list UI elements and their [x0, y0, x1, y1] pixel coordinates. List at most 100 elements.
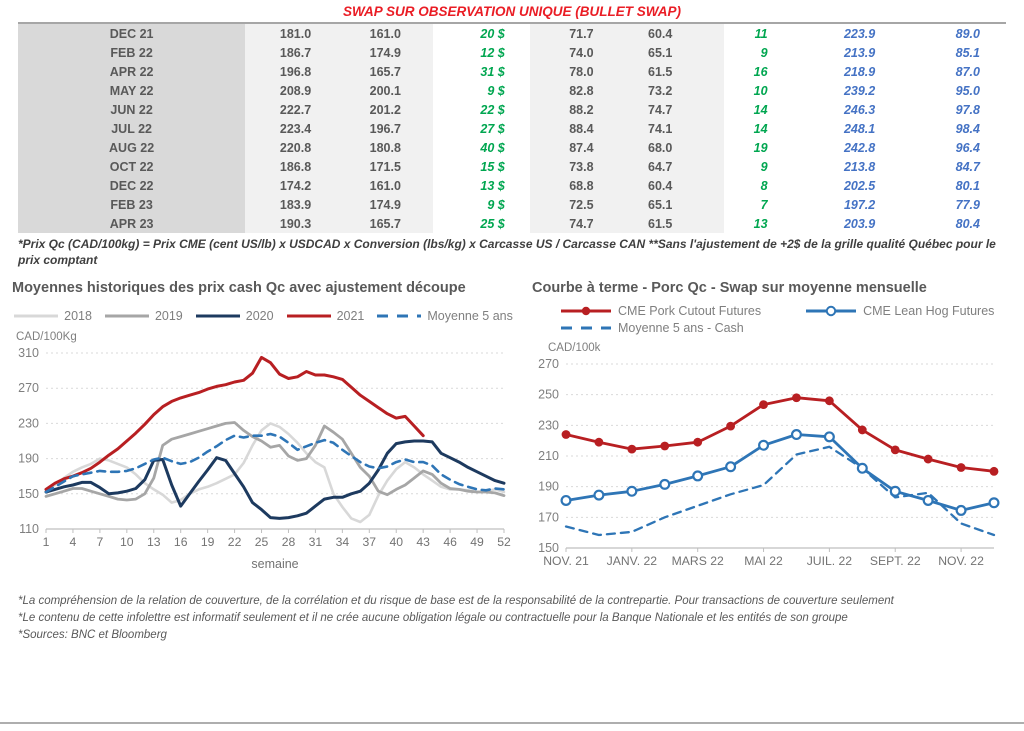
value-cell: 10 [724, 81, 790, 100]
value-cell: 65.1 [629, 195, 725, 214]
legend-label: CME Lean Hog Futures [863, 304, 995, 319]
historical-prices-chart-block: Moyennes historiques des prix cash Qc av… [10, 280, 516, 587]
value-cell: 196.7 [333, 119, 433, 138]
data-point-marker [627, 444, 637, 454]
footnote-hedging: *La compréhension de la relation de couv… [18, 595, 894, 608]
legend-row: CME Pork Cutout Futures CME Lean Hog Futu… [560, 304, 994, 318]
value-cell: 161.0 [333, 23, 433, 43]
table-row: FEB 22 186.7 174.9 12 $74.0 65.1 9 213.9 85.1 [18, 43, 1006, 62]
value-cell: 96.4 [899, 138, 1006, 157]
data-point-marker [922, 495, 934, 507]
value-cell: 8 [724, 176, 790, 195]
value-cell: 7 [724, 195, 790, 214]
value-cell: 9 $ [432, 81, 530, 100]
line-swatch-icon [561, 306, 611, 316]
data-point-marker [856, 462, 868, 474]
svg-text:40: 40 [389, 535, 403, 549]
svg-text:270: 270 [18, 381, 39, 395]
svg-text:10: 10 [120, 535, 134, 549]
data-point-marker [988, 497, 1000, 509]
svg-text:16: 16 [174, 535, 188, 549]
value-cell: 181.0 [245, 23, 334, 43]
historical-prices-chart: 110 150 190 230 270 310 1 4 7 10 13 16 19 22 25 28 31 34 3… [18, 346, 511, 571]
data-point-marker [889, 485, 901, 497]
value-cell: 98.4 [899, 119, 1006, 138]
value-cell: 74.1 [629, 119, 725, 138]
table-row: FEB 23 183.9 174.9 9 $72.5 65.1 7 197.2 77.9 [18, 195, 1006, 214]
value-cell: 202.5 [789, 176, 900, 195]
data-point-marker [792, 393, 801, 403]
value-cell: 174.9 [333, 43, 433, 62]
legend-label: Moyenne 5 ans - Cash [618, 321, 744, 336]
value-cell: 165.7 [333, 214, 433, 233]
legend-item: Moyenne 5 ans - Cash [560, 321, 744, 335]
value-cell: 14 [724, 119, 790, 138]
svg-text:37: 37 [363, 535, 377, 549]
data-point-marker [956, 463, 966, 473]
forward-chart-title: Courbe à terme - Porc Qc - Swap sur moye… [532, 280, 927, 297]
data-point-marker [692, 470, 704, 482]
value-cell: 174.2 [245, 176, 334, 195]
value-cell: 16 [724, 62, 790, 81]
legend-item: Moyenne 5 ans [376, 309, 513, 323]
value-cell: 61.5 [629, 62, 725, 81]
legend-label: 2020 [245, 309, 274, 324]
svg-text:28: 28 [282, 535, 296, 549]
value-cell: 77.9 [899, 195, 1006, 214]
svg-text:190: 190 [18, 452, 39, 466]
value-cell: 84.7 [899, 157, 1006, 176]
value-cell: 201.2 [333, 100, 433, 119]
series-moyenne-5-ans-cash [564, 445, 996, 537]
dashed-line-swatch-icon [377, 314, 422, 318]
value-cell: 89.0 [899, 23, 1006, 43]
svg-text:310: 310 [18, 346, 39, 360]
value-cell: 9 [724, 157, 790, 176]
line-swatch-icon [286, 314, 331, 318]
value-cell: 88.2 [529, 100, 630, 119]
footnote-sources: *Sources: BNC et Bloomberg [18, 628, 167, 641]
legend-label: CME Pork Cutout Futures [618, 304, 762, 319]
value-cell: 9 [724, 43, 790, 62]
value-cell: 222.7 [245, 100, 334, 119]
value-cell: 196.8 [245, 62, 334, 81]
svg-text:1: 1 [43, 535, 50, 549]
value-cell: 88.4 [529, 119, 630, 138]
legend-label: 2018 [64, 309, 92, 324]
data-point-marker [659, 479, 671, 491]
svg-text:NOV. 21: NOV. 21 [543, 554, 589, 568]
value-cell: 95.0 [899, 81, 1006, 100]
svg-text:25: 25 [255, 535, 269, 549]
month-cell: APR 23 [18, 214, 246, 233]
data-point-marker [561, 430, 571, 440]
value-cell: 246.3 [789, 100, 900, 119]
month-cell: JUL 22 [18, 119, 246, 138]
series-2018 [44, 422, 506, 524]
month-cell: AUG 22 [18, 138, 246, 157]
forward-chart-y-unit: CAD/100k [548, 342, 601, 355]
disclaimer-footnotes: *La compréhension de la relation de couv… [18, 593, 1006, 643]
value-cell: 242.8 [789, 138, 900, 157]
svg-text:31: 31 [309, 535, 323, 549]
legend-item: 2019 [104, 309, 183, 323]
data-point-marker [593, 489, 605, 501]
value-cell: 14 [724, 100, 790, 119]
value-cell: 171.5 [333, 157, 433, 176]
value-cell: 80.1 [899, 176, 1006, 195]
legend-item: 2018 [13, 309, 92, 323]
svg-text:46: 46 [443, 535, 457, 549]
table-row: APR 23 190.3 165.7 25 $74.7 61.5 13 203.9 80.4 [18, 214, 1006, 233]
footnote-legal: *Le contenu de cette infolettre est info… [18, 611, 848, 624]
value-cell: 19 [724, 138, 790, 157]
month-cell: JUN 22 [18, 100, 246, 119]
value-cell: 68.8 [529, 176, 630, 195]
svg-text:13: 13 [147, 535, 161, 549]
value-cell: 87.4 [529, 138, 630, 157]
svg-text:4: 4 [70, 535, 77, 549]
value-cell: 73.2 [629, 81, 725, 100]
svg-text:230: 230 [538, 419, 559, 433]
data-point-marker [759, 400, 768, 410]
value-cell: 186.7 [245, 43, 334, 62]
table-row: OCT 22 186.8 171.5 15 $73.8 64.7 9 213.8 84.7 [18, 157, 1006, 176]
value-cell: 15 $ [432, 157, 530, 176]
svg-text:210: 210 [538, 449, 559, 463]
